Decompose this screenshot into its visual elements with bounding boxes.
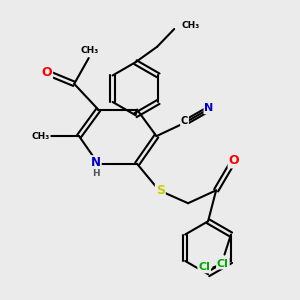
Text: O: O (41, 66, 52, 79)
Text: S: S (156, 184, 165, 197)
Text: CH₃: CH₃ (181, 21, 200, 30)
Text: N: N (91, 156, 101, 169)
Text: N: N (204, 103, 214, 113)
Text: H: H (92, 169, 100, 178)
Text: Cl: Cl (217, 259, 229, 269)
Text: CH₃: CH₃ (80, 46, 98, 56)
Text: C: C (181, 116, 188, 126)
Text: Cl: Cl (198, 262, 210, 272)
Text: O: O (229, 154, 239, 167)
Text: CH₃: CH₃ (32, 132, 50, 141)
